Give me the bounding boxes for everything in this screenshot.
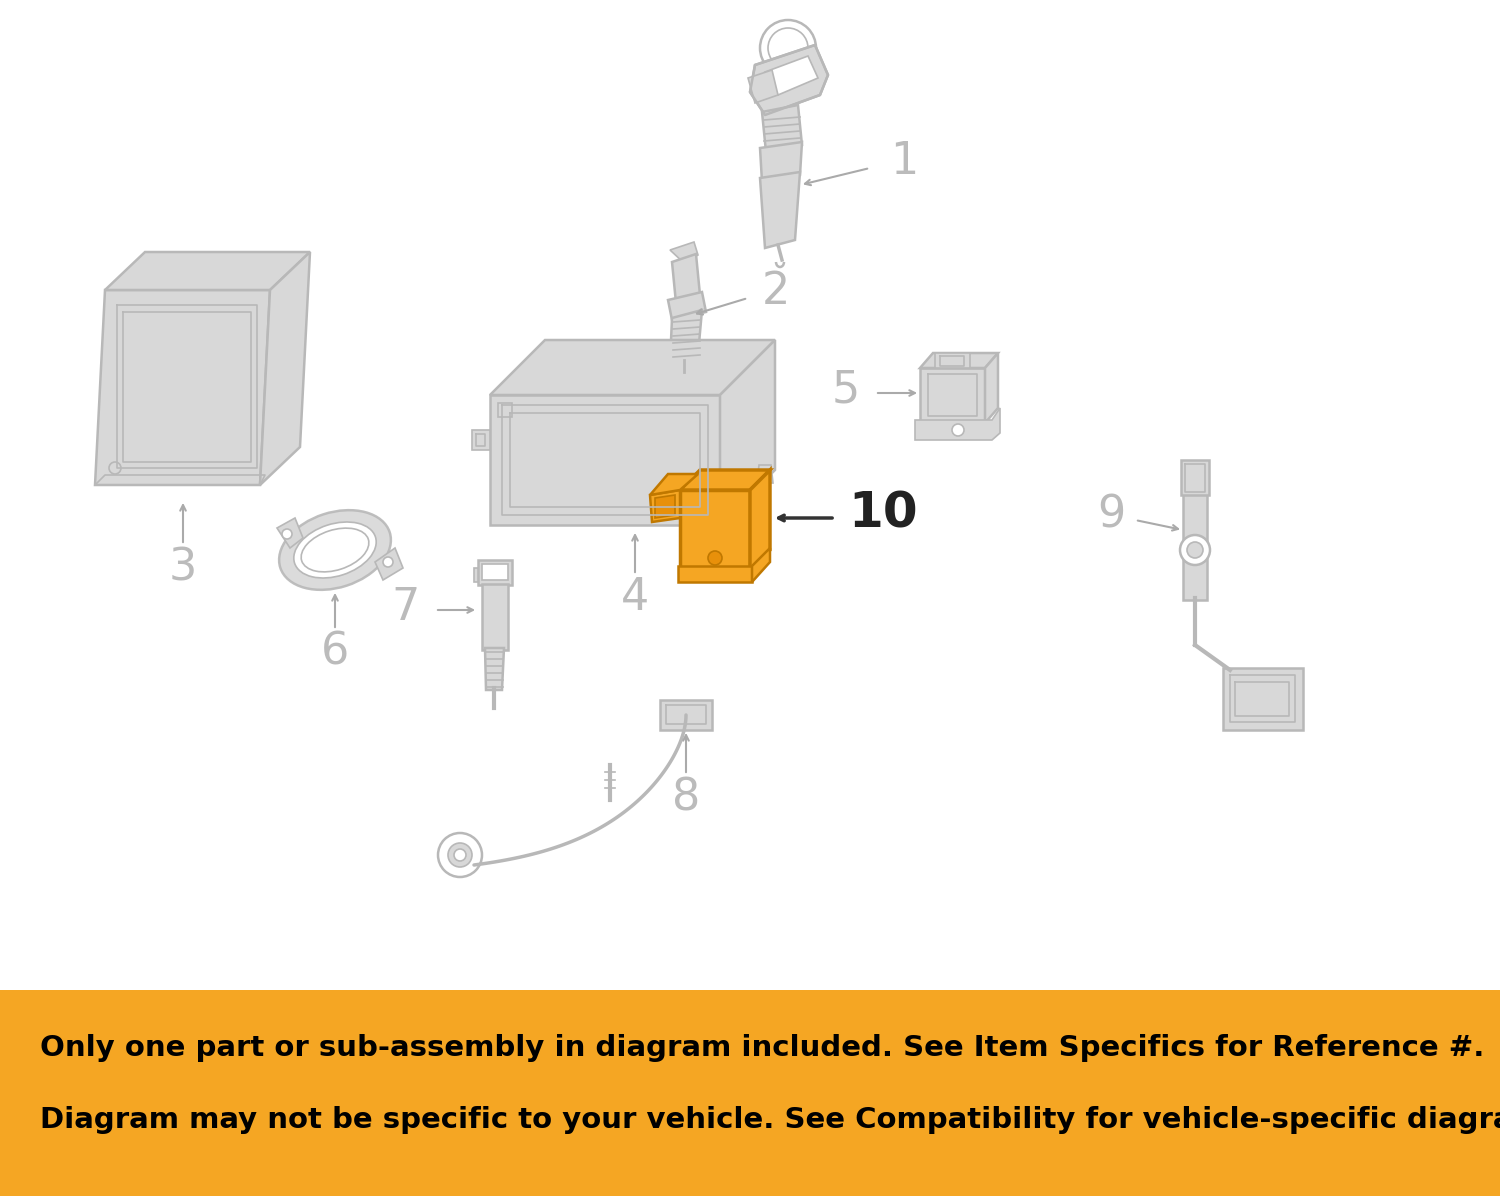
Polygon shape [752, 548, 770, 582]
Polygon shape [650, 490, 680, 521]
Polygon shape [915, 408, 1001, 440]
Text: 10: 10 [847, 490, 918, 538]
Polygon shape [920, 353, 998, 368]
Polygon shape [762, 105, 802, 152]
Polygon shape [478, 560, 512, 585]
Text: Diagram may not be specific to your vehicle. See Compatibility for vehicle-speci: Diagram may not be specific to your vehi… [40, 1106, 1500, 1134]
Circle shape [382, 557, 393, 567]
Circle shape [952, 425, 964, 437]
Polygon shape [660, 700, 712, 730]
Polygon shape [702, 520, 718, 538]
Polygon shape [680, 490, 750, 570]
Polygon shape [765, 56, 818, 94]
Polygon shape [484, 648, 504, 690]
Circle shape [282, 529, 292, 539]
Polygon shape [656, 495, 675, 518]
Polygon shape [482, 565, 508, 580]
Polygon shape [986, 353, 998, 423]
Text: 6: 6 [321, 630, 350, 673]
Text: 3: 3 [170, 547, 196, 590]
Polygon shape [474, 568, 478, 582]
Polygon shape [94, 289, 270, 486]
Circle shape [708, 551, 722, 565]
Polygon shape [482, 584, 508, 649]
Circle shape [1180, 535, 1210, 565]
Polygon shape [260, 252, 310, 486]
Ellipse shape [279, 511, 392, 590]
Text: 4: 4 [621, 575, 650, 618]
Text: 8: 8 [672, 776, 700, 819]
Polygon shape [1180, 460, 1209, 495]
Polygon shape [498, 403, 512, 417]
Polygon shape [934, 353, 970, 368]
Circle shape [438, 832, 482, 877]
Polygon shape [670, 310, 702, 364]
Polygon shape [760, 142, 802, 182]
Polygon shape [760, 172, 800, 248]
Polygon shape [375, 548, 404, 580]
Polygon shape [490, 340, 776, 395]
Polygon shape [472, 431, 490, 450]
Polygon shape [670, 242, 698, 263]
Polygon shape [1184, 490, 1208, 600]
Polygon shape [680, 470, 770, 490]
Polygon shape [1222, 669, 1304, 730]
Polygon shape [672, 254, 700, 303]
Circle shape [448, 843, 472, 867]
Polygon shape [750, 45, 828, 115]
Text: 9: 9 [1096, 494, 1125, 537]
Polygon shape [750, 470, 770, 570]
Polygon shape [920, 368, 986, 423]
Polygon shape [105, 252, 310, 289]
Circle shape [454, 849, 466, 861]
Text: 7: 7 [392, 586, 420, 629]
Ellipse shape [294, 521, 376, 578]
Polygon shape [490, 395, 720, 525]
Text: 1: 1 [890, 140, 918, 183]
Polygon shape [678, 566, 752, 582]
Text: 5: 5 [831, 368, 860, 411]
Polygon shape [758, 465, 772, 483]
Polygon shape [668, 292, 706, 321]
Polygon shape [720, 340, 776, 525]
Polygon shape [748, 71, 778, 103]
Circle shape [1186, 542, 1203, 559]
Text: 2: 2 [762, 270, 790, 313]
Polygon shape [0, 990, 1500, 1196]
Polygon shape [650, 474, 698, 495]
Polygon shape [278, 518, 303, 548]
Text: Only one part or sub-assembly in diagram included. See Item Specifics for Refere: Only one part or sub-assembly in diagram… [40, 1035, 1485, 1062]
